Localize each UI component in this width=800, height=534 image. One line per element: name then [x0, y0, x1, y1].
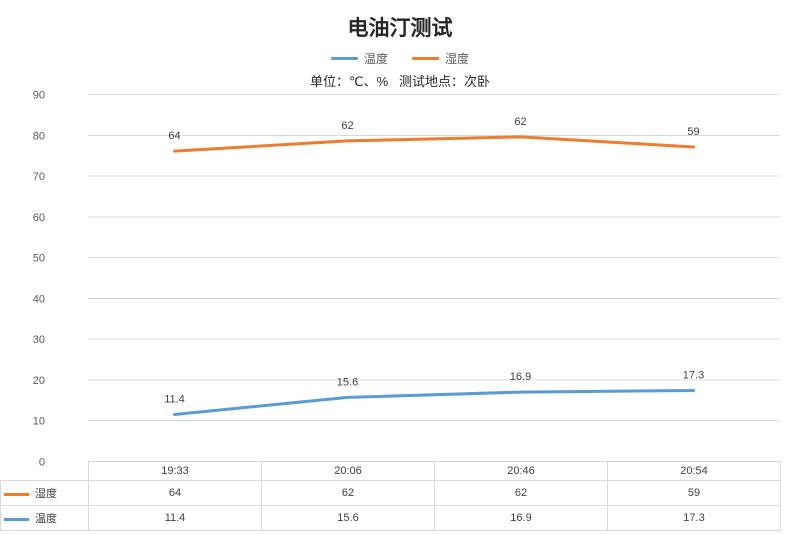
x-axis-category-label: 20:54	[607, 461, 781, 481]
y-axis-tick-label: 90	[33, 90, 45, 102]
y-axis-tick-label: 30	[33, 334, 45, 346]
table-cell: 64	[88, 480, 262, 506]
table-row-key: 温度	[0, 505, 89, 531]
y-axis-tick-label: 80	[33, 130, 45, 142]
humidity-line-swatch-icon	[412, 57, 439, 60]
humidity-data-label: 62	[514, 116, 526, 128]
legend-item-humidity: 湿度	[412, 50, 469, 67]
chart-data-table: 19:33 20:06 20:46 20:54 湿度 64 62 62 59 温度 11.4 15.6…	[0, 461, 781, 531]
y-axis-tick-label: 40	[33, 293, 45, 305]
temperature-data-label: 16.9	[510, 371, 531, 383]
temperature-line-swatch-icon	[330, 57, 358, 60]
temperature-data-label: 15.6	[337, 376, 358, 388]
table-cell: 59	[607, 480, 781, 506]
legend-label-humidity: 湿度	[445, 52, 470, 66]
temperature-line	[173, 388, 695, 417]
humidity-swatch-icon	[4, 492, 29, 496]
humidity-data-label: 62	[341, 120, 353, 132]
table-row-key: 湿度	[0, 480, 89, 506]
table-cell: 15.6	[261, 505, 435, 531]
humidity-data-label: 64	[168, 130, 180, 142]
humidity-data-label: 59	[687, 126, 699, 138]
table-cell: 62	[434, 480, 608, 506]
chart-subtitle: 单位：℃、% 测试地点：次卧	[310, 74, 490, 89]
x-axis-category-label: 19:33	[88, 461, 262, 481]
legend-item-temperature: 温度	[330, 50, 388, 67]
y-axis-tick-label: 50	[33, 253, 45, 265]
series-name: 湿度	[35, 488, 57, 500]
table-row-temperature: 温度 11.4 15.6 16.9 17.3	[0, 505, 781, 531]
temperature-swatch-icon	[4, 517, 29, 521]
x-axis-category-label: 20:46	[434, 461, 608, 481]
table-cell: 62	[261, 480, 435, 506]
temperature-data-label: 17.3	[683, 369, 704, 381]
table-corner-cell	[0, 461, 89, 481]
y-axis-tick-label: 60	[33, 212, 45, 224]
temperature-data-label: 11.4	[164, 394, 185, 406]
y-axis-tick-label: 20	[33, 375, 45, 387]
series-name: 温度	[35, 513, 57, 525]
table-row-humidity: 湿度 64 62 62 59	[0, 480, 781, 506]
humidity-line	[173, 135, 695, 153]
table-header-row: 19:33 20:06 20:46 20:54	[0, 461, 781, 481]
table-cell: 11.4	[88, 505, 262, 531]
table-cell: 16.9	[434, 505, 608, 531]
y-axis-tick-label: 10	[33, 416, 45, 428]
chart-legend: 温度 湿度	[0, 50, 800, 67]
table-cell: 17.3	[607, 505, 781, 531]
y-axis-tick-label: 70	[33, 171, 45, 183]
x-axis-category-label: 20:06	[261, 461, 435, 481]
chart-title: 电油汀测试	[347, 17, 453, 40]
legend-label-temperature: 温度	[363, 52, 388, 66]
